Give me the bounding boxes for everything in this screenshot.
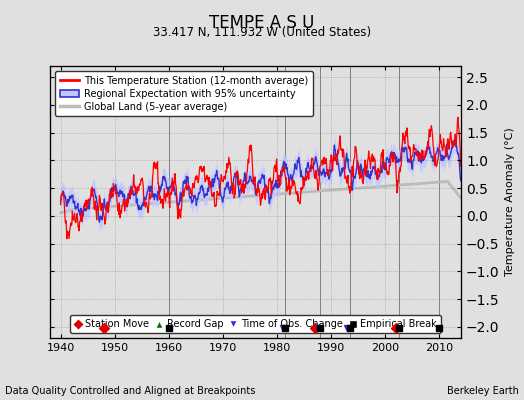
Text: TEMPE A S U: TEMPE A S U	[209, 14, 315, 32]
Legend: Station Move, Record Gap, Time of Obs. Change, Empirical Break: Station Move, Record Gap, Time of Obs. C…	[70, 315, 441, 333]
Text: 33.417 N, 111.932 W (United States): 33.417 N, 111.932 W (United States)	[153, 26, 371, 39]
Text: Data Quality Controlled and Aligned at Breakpoints: Data Quality Controlled and Aligned at B…	[5, 386, 256, 396]
Y-axis label: Temperature Anomaly (°C): Temperature Anomaly (°C)	[505, 128, 515, 276]
Text: Berkeley Earth: Berkeley Earth	[447, 386, 519, 396]
